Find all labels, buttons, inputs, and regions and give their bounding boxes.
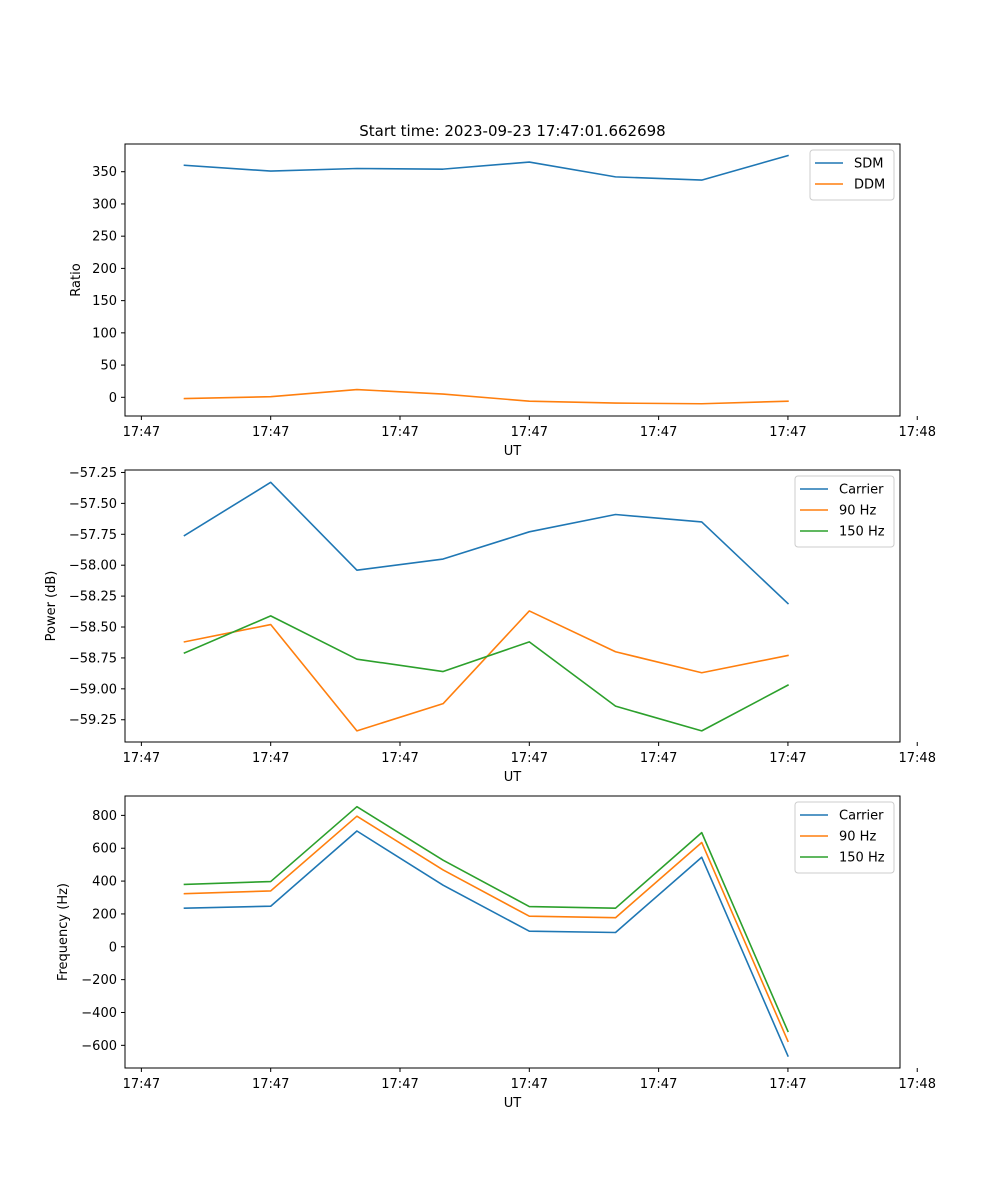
y-tick-label: 150 bbox=[92, 294, 117, 309]
x-tick-label: 17:47 bbox=[123, 751, 160, 766]
x-tick-label: 17:47 bbox=[381, 751, 418, 766]
y-tick-label: −600 bbox=[81, 1039, 117, 1054]
y-tick-label: −59.00 bbox=[69, 682, 117, 697]
legend-label: SDM bbox=[854, 157, 883, 172]
series-line-150-hz bbox=[183, 615, 790, 732]
y-tick-label: 50 bbox=[100, 359, 117, 374]
y-axis-label: Ratio bbox=[69, 263, 84, 296]
x-tick-label: 17:47 bbox=[511, 751, 548, 766]
x-tick-label: 17:47 bbox=[123, 1077, 160, 1092]
series-line-90-hz bbox=[183, 610, 789, 732]
legend-label: 90 Hz bbox=[839, 830, 876, 845]
y-tick-label: −57.50 bbox=[69, 497, 117, 512]
y-tick-label: 250 bbox=[92, 230, 117, 245]
legend-box bbox=[794, 475, 895, 548]
x-tick-label: 17:47 bbox=[511, 425, 548, 440]
y-tick-label: −57.75 bbox=[69, 528, 117, 543]
series-line-ddm bbox=[183, 388, 789, 405]
subplot-2: 17:47 17:47 17:47 17:47 17:47 17:47 17:48 −57.2… bbox=[44, 466, 936, 785]
x-tick-label: 17:48 bbox=[899, 425, 936, 440]
x-tick-label: 17:47 bbox=[769, 425, 806, 440]
x-tick-label: 17:47 bbox=[123, 425, 160, 440]
legend-label: Carrier bbox=[839, 809, 884, 824]
y-tick-label: −58.25 bbox=[69, 590, 117, 605]
x-tick-label: 17:48 bbox=[899, 751, 936, 766]
subplot-1: 17:47 17:47 17:47 17:47 17:47 17:47 17:48 0 50 10… bbox=[69, 143, 936, 459]
legend: Carrier 90 Hz 150 Hz bbox=[794, 801, 895, 874]
y-tick-label: 600 bbox=[92, 842, 117, 857]
y-tick-label: 200 bbox=[92, 262, 117, 277]
x-tick-label: 17:47 bbox=[252, 425, 289, 440]
x-tick-label: 17:47 bbox=[640, 425, 677, 440]
y-tick-label: 400 bbox=[92, 875, 117, 890]
x-axis-label: UT bbox=[504, 444, 522, 459]
y-tick-label: −57.25 bbox=[69, 466, 117, 481]
subplot-3: 17:47 17:47 17:47 17:47 17:47 17:47 17:48 800 60… bbox=[56, 795, 936, 1111]
y-tick-label: 200 bbox=[92, 907, 117, 922]
legend: Carrier 90 Hz 150 Hz bbox=[794, 475, 895, 548]
axes-frame bbox=[124, 469, 901, 743]
x-tick-label: 17:47 bbox=[769, 751, 806, 766]
x-tick-label: 17:47 bbox=[252, 1077, 289, 1092]
legend-box bbox=[794, 801, 895, 874]
y-tick-label: −200 bbox=[81, 973, 117, 988]
series-line-carrier bbox=[183, 481, 790, 605]
x-tick-label: 17:48 bbox=[899, 1077, 936, 1092]
series-line-90-hz bbox=[183, 815, 789, 1043]
y-tick-label: 350 bbox=[92, 165, 117, 180]
legend-label: Carrier bbox=[839, 483, 884, 498]
series-line-carrier bbox=[183, 830, 789, 1058]
x-tick-label: 17:47 bbox=[381, 1077, 418, 1092]
x-tick-label: 17:47 bbox=[252, 751, 289, 766]
x-tick-label: 17:47 bbox=[511, 1077, 548, 1092]
legend-label: 150 Hz bbox=[839, 851, 885, 866]
series-line-sdm bbox=[183, 154, 789, 181]
y-tick-label: −58.75 bbox=[69, 651, 117, 666]
axes-frame bbox=[124, 795, 901, 1069]
series-line-150-hz bbox=[183, 805, 789, 1033]
y-tick-label: 300 bbox=[92, 197, 117, 212]
y-tick-label: −400 bbox=[81, 1006, 117, 1021]
x-tick-label: 17:47 bbox=[769, 1077, 806, 1092]
legend-label: DDM bbox=[854, 178, 885, 193]
chart-title: Start time: 2023-09-23 17:47:01.662698 bbox=[359, 122, 665, 140]
y-tick-label: 0 bbox=[109, 940, 117, 955]
y-tick-label: −58.50 bbox=[69, 621, 117, 636]
x-tick-label: 17:47 bbox=[640, 751, 677, 766]
y-tick-label: 100 bbox=[92, 326, 117, 341]
legend: SDM DDM bbox=[809, 149, 895, 201]
y-axis-label: Frequency (Hz) bbox=[56, 883, 71, 981]
legend-label: 150 Hz bbox=[839, 525, 885, 540]
axes-frame bbox=[124, 143, 901, 417]
x-tick-label: 17:47 bbox=[640, 1077, 677, 1092]
x-tick-label: 17:47 bbox=[381, 425, 418, 440]
y-tick-label: −59.25 bbox=[69, 713, 117, 728]
legend-label: 90 Hz bbox=[839, 504, 876, 519]
y-tick-label: 800 bbox=[92, 809, 117, 824]
y-tick-label: 0 bbox=[109, 391, 117, 406]
x-axis-label: UT bbox=[504, 1096, 522, 1111]
y-tick-label: −58.00 bbox=[69, 559, 117, 574]
x-axis-label: UT bbox=[504, 770, 522, 785]
y-axis-label: Power (dB) bbox=[44, 571, 59, 642]
